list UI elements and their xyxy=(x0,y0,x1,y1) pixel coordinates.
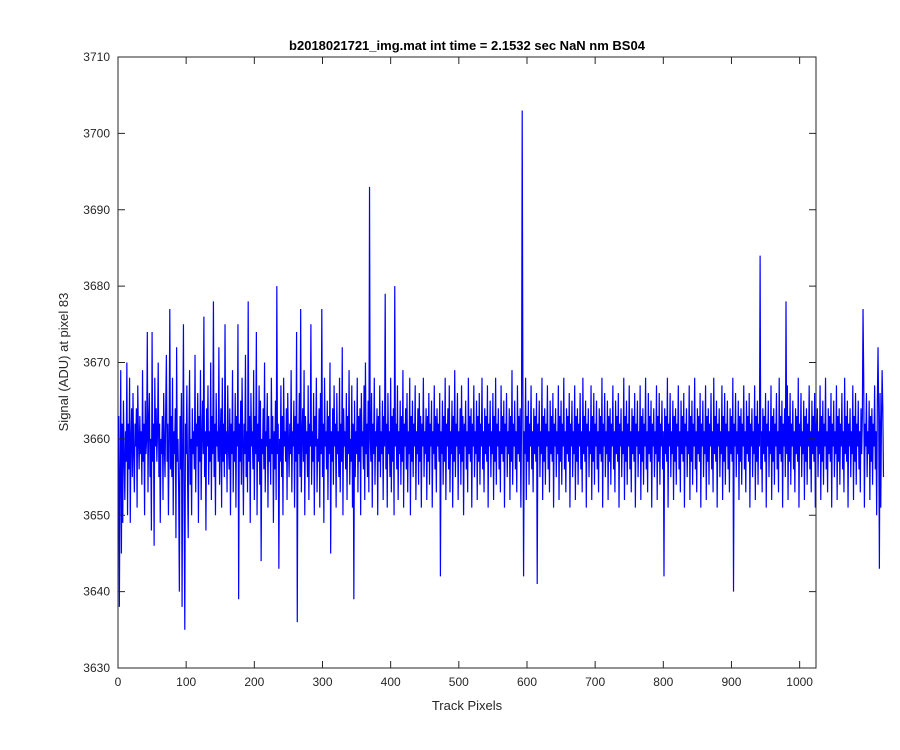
x-tick-label: 100 xyxy=(176,675,196,689)
x-tick-label: 800 xyxy=(653,675,673,689)
series-line-0 xyxy=(118,110,885,630)
y-tick-label: 3700 xyxy=(83,126,110,140)
y-tick-label: 3680 xyxy=(83,279,110,293)
y-tick-label: 3660 xyxy=(83,432,110,446)
y-tick-label: 3630 xyxy=(83,661,110,675)
y-axis-label: Signal (ADU) at pixel 83 xyxy=(56,293,71,432)
x-axis-label: Track Pixels xyxy=(432,698,503,713)
axes-box xyxy=(117,56,817,669)
x-tick-label: 500 xyxy=(449,675,469,689)
y-tick-label: 3650 xyxy=(83,508,110,522)
x-axis-ticks: 0 100 200 300 400 500 600 700 800 900 1000 xyxy=(115,57,813,689)
y-axis-ticks: 3630 3640 3650 3660 3670 3680 3690 3700 3710 xyxy=(83,50,816,675)
x-tick-label: 600 xyxy=(517,675,537,689)
y-tick-label: 3710 xyxy=(83,50,110,64)
chart-title: b2018021721_img.mat int time = 2.1532 se… xyxy=(289,38,646,53)
data-layer xyxy=(118,110,885,630)
plot-area: 0 100 200 300 400 500 600 700 800 900 1000 3630 364… xyxy=(83,50,885,689)
y-tick-label: 3690 xyxy=(83,203,110,217)
x-tick-label: 200 xyxy=(244,675,264,689)
x-tick-label: 1000 xyxy=(786,675,813,689)
x-tick-label: 400 xyxy=(381,675,401,689)
x-tick-label: 700 xyxy=(585,675,605,689)
x-tick-label: 0 xyxy=(115,675,122,689)
y-tick-label: 3670 xyxy=(83,356,110,370)
x-tick-label: 300 xyxy=(312,675,332,689)
y-tick-label: 3640 xyxy=(83,585,110,599)
x-tick-label: 900 xyxy=(721,675,741,689)
